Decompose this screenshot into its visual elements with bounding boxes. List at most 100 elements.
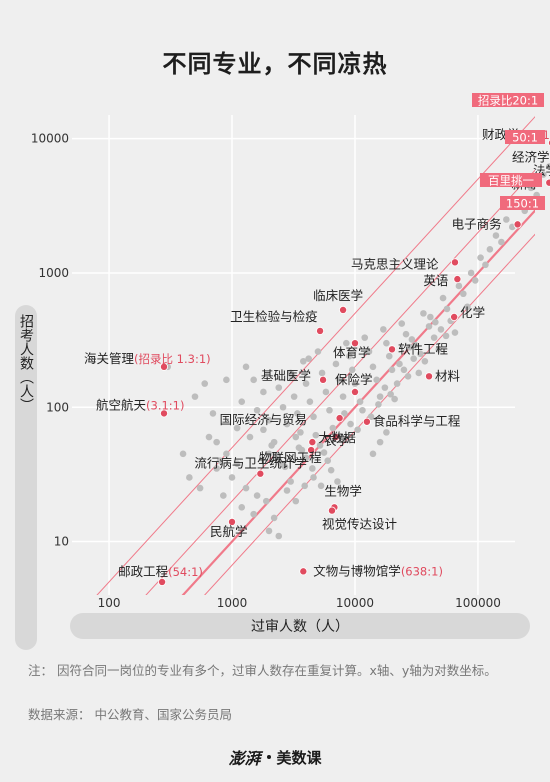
- x-tick-label: 1000: [217, 596, 248, 610]
- point-label: 视觉传达设计: [322, 517, 397, 532]
- scatter-point: [281, 463, 289, 471]
- scatter-point: [343, 339, 350, 347]
- scatter-point: [228, 474, 236, 481]
- ratio-badge-label: 招录比20:1: [478, 94, 538, 108]
- scatter-point: [451, 329, 459, 336]
- scatter-point: [380, 326, 387, 333]
- scatter-point: [275, 532, 283, 540]
- highlight-point: [158, 577, 167, 586]
- scatter-point: [316, 442, 324, 449]
- point-label: 卫生检验与检疫: [230, 309, 318, 324]
- point-label: 民航学: [210, 524, 248, 539]
- point-label: 海关管理(招录比 1.3:1): [84, 351, 211, 366]
- scatter-point: [387, 390, 394, 398]
- scatter-point: [455, 282, 463, 290]
- highlight-point: [160, 409, 169, 418]
- ratio-badge: [472, 93, 544, 107]
- highlight-point: [450, 312, 459, 321]
- ratio-line: [145, 169, 535, 595]
- footer-brand: 澎湃 美数课: [0, 745, 550, 769]
- highlight-point: [513, 220, 522, 229]
- scatter-point: [341, 410, 348, 417]
- highlight-point: [388, 345, 397, 354]
- point-label: 体育学: [333, 345, 371, 360]
- highlight-point: [327, 506, 336, 515]
- scatter-point: [305, 355, 312, 362]
- highlight-point: [228, 517, 237, 526]
- scatter-point: [312, 431, 320, 439]
- scatter-point: [354, 426, 361, 434]
- scatter-point: [205, 433, 213, 441]
- scatter-point: [233, 424, 241, 432]
- scatter-point: [406, 343, 414, 351]
- scatter-point: [460, 290, 467, 298]
- scatter-point: [545, 163, 550, 170]
- data-source: 数据来源： 中公教育、国家公务员局: [28, 707, 232, 722]
- scatter-point: [375, 401, 382, 408]
- point-label: 马克思主义理论: [351, 256, 439, 271]
- scatter-point: [238, 503, 246, 511]
- scatter-point: [492, 232, 500, 239]
- brand-section: 美数课: [276, 748, 322, 767]
- point-label: 物联网工程: [259, 450, 322, 465]
- scatter-point: [242, 484, 250, 492]
- ratio-badge-label: 百里挑一: [488, 174, 534, 188]
- scatter-point: [250, 510, 257, 518]
- ratio-line: [204, 233, 535, 595]
- point-label: 国际经济与贸易: [220, 412, 308, 427]
- scatter-point: [289, 373, 296, 380]
- scatter-point: [398, 320, 406, 327]
- scatter-point: [348, 366, 356, 374]
- ratio-line: [96, 116, 535, 595]
- y-tick-label: 10000: [31, 132, 69, 146]
- chart-note: 注： 因符合同一岗位的专业有多个，过审人数存在重复计算。x轴、y轴为对数坐标。: [28, 663, 497, 678]
- point-label: 生物学: [324, 483, 362, 498]
- scatter-point: [242, 363, 250, 371]
- scatter-point: [191, 393, 199, 400]
- ratio-badge: [505, 130, 545, 144]
- highlight-point: [362, 417, 371, 426]
- scatter-point: [471, 277, 479, 284]
- scatter-point: [388, 366, 396, 374]
- brand-separator: [266, 755, 271, 759]
- point-label: 保险学: [335, 372, 373, 387]
- scatter-point: [421, 357, 429, 365]
- point-label: 基础医学: [261, 368, 311, 383]
- highlight-point: [453, 275, 462, 284]
- scatter-point: [262, 497, 270, 505]
- scatter-point: [425, 323, 433, 330]
- highlight-point: [350, 339, 359, 348]
- ratio-line: [181, 209, 535, 595]
- scatter-point: [283, 420, 291, 428]
- scatter-point: [186, 474, 193, 481]
- scatter-point: [238, 398, 246, 405]
- scatter-point: [292, 497, 300, 505]
- point-label: 航空航天(3.1:1): [96, 397, 184, 412]
- point-label: 农学: [324, 433, 349, 448]
- scatter-point: [260, 426, 267, 434]
- highlight-point: [335, 414, 344, 423]
- scatter-point: [415, 369, 423, 377]
- scatter-point: [369, 363, 377, 371]
- scatter-point: [327, 466, 335, 474]
- highlight-point: [308, 438, 317, 447]
- scatter-point: [265, 450, 273, 458]
- ratio-badge-label: 50:1: [512, 131, 538, 145]
- highlight-point: [339, 305, 348, 314]
- scatter-point: [464, 303, 471, 311]
- scatter-point: [482, 261, 489, 269]
- scatter-point: [216, 457, 224, 464]
- y-tick-label: 100: [46, 400, 69, 414]
- scatter-point: [439, 294, 447, 302]
- scatter-point: [391, 395, 398, 403]
- scatter-point: [393, 380, 401, 387]
- scatter-point: [223, 376, 230, 384]
- scatter-point: [400, 366, 408, 374]
- scatter-point: [324, 457, 332, 464]
- highlight-point: [545, 178, 550, 187]
- scatter-point: [412, 341, 419, 349]
- scatter-point: [318, 369, 326, 377]
- scatter-point: [268, 442, 275, 449]
- scatter-point: [339, 393, 347, 400]
- point-label: 大数据: [318, 430, 356, 445]
